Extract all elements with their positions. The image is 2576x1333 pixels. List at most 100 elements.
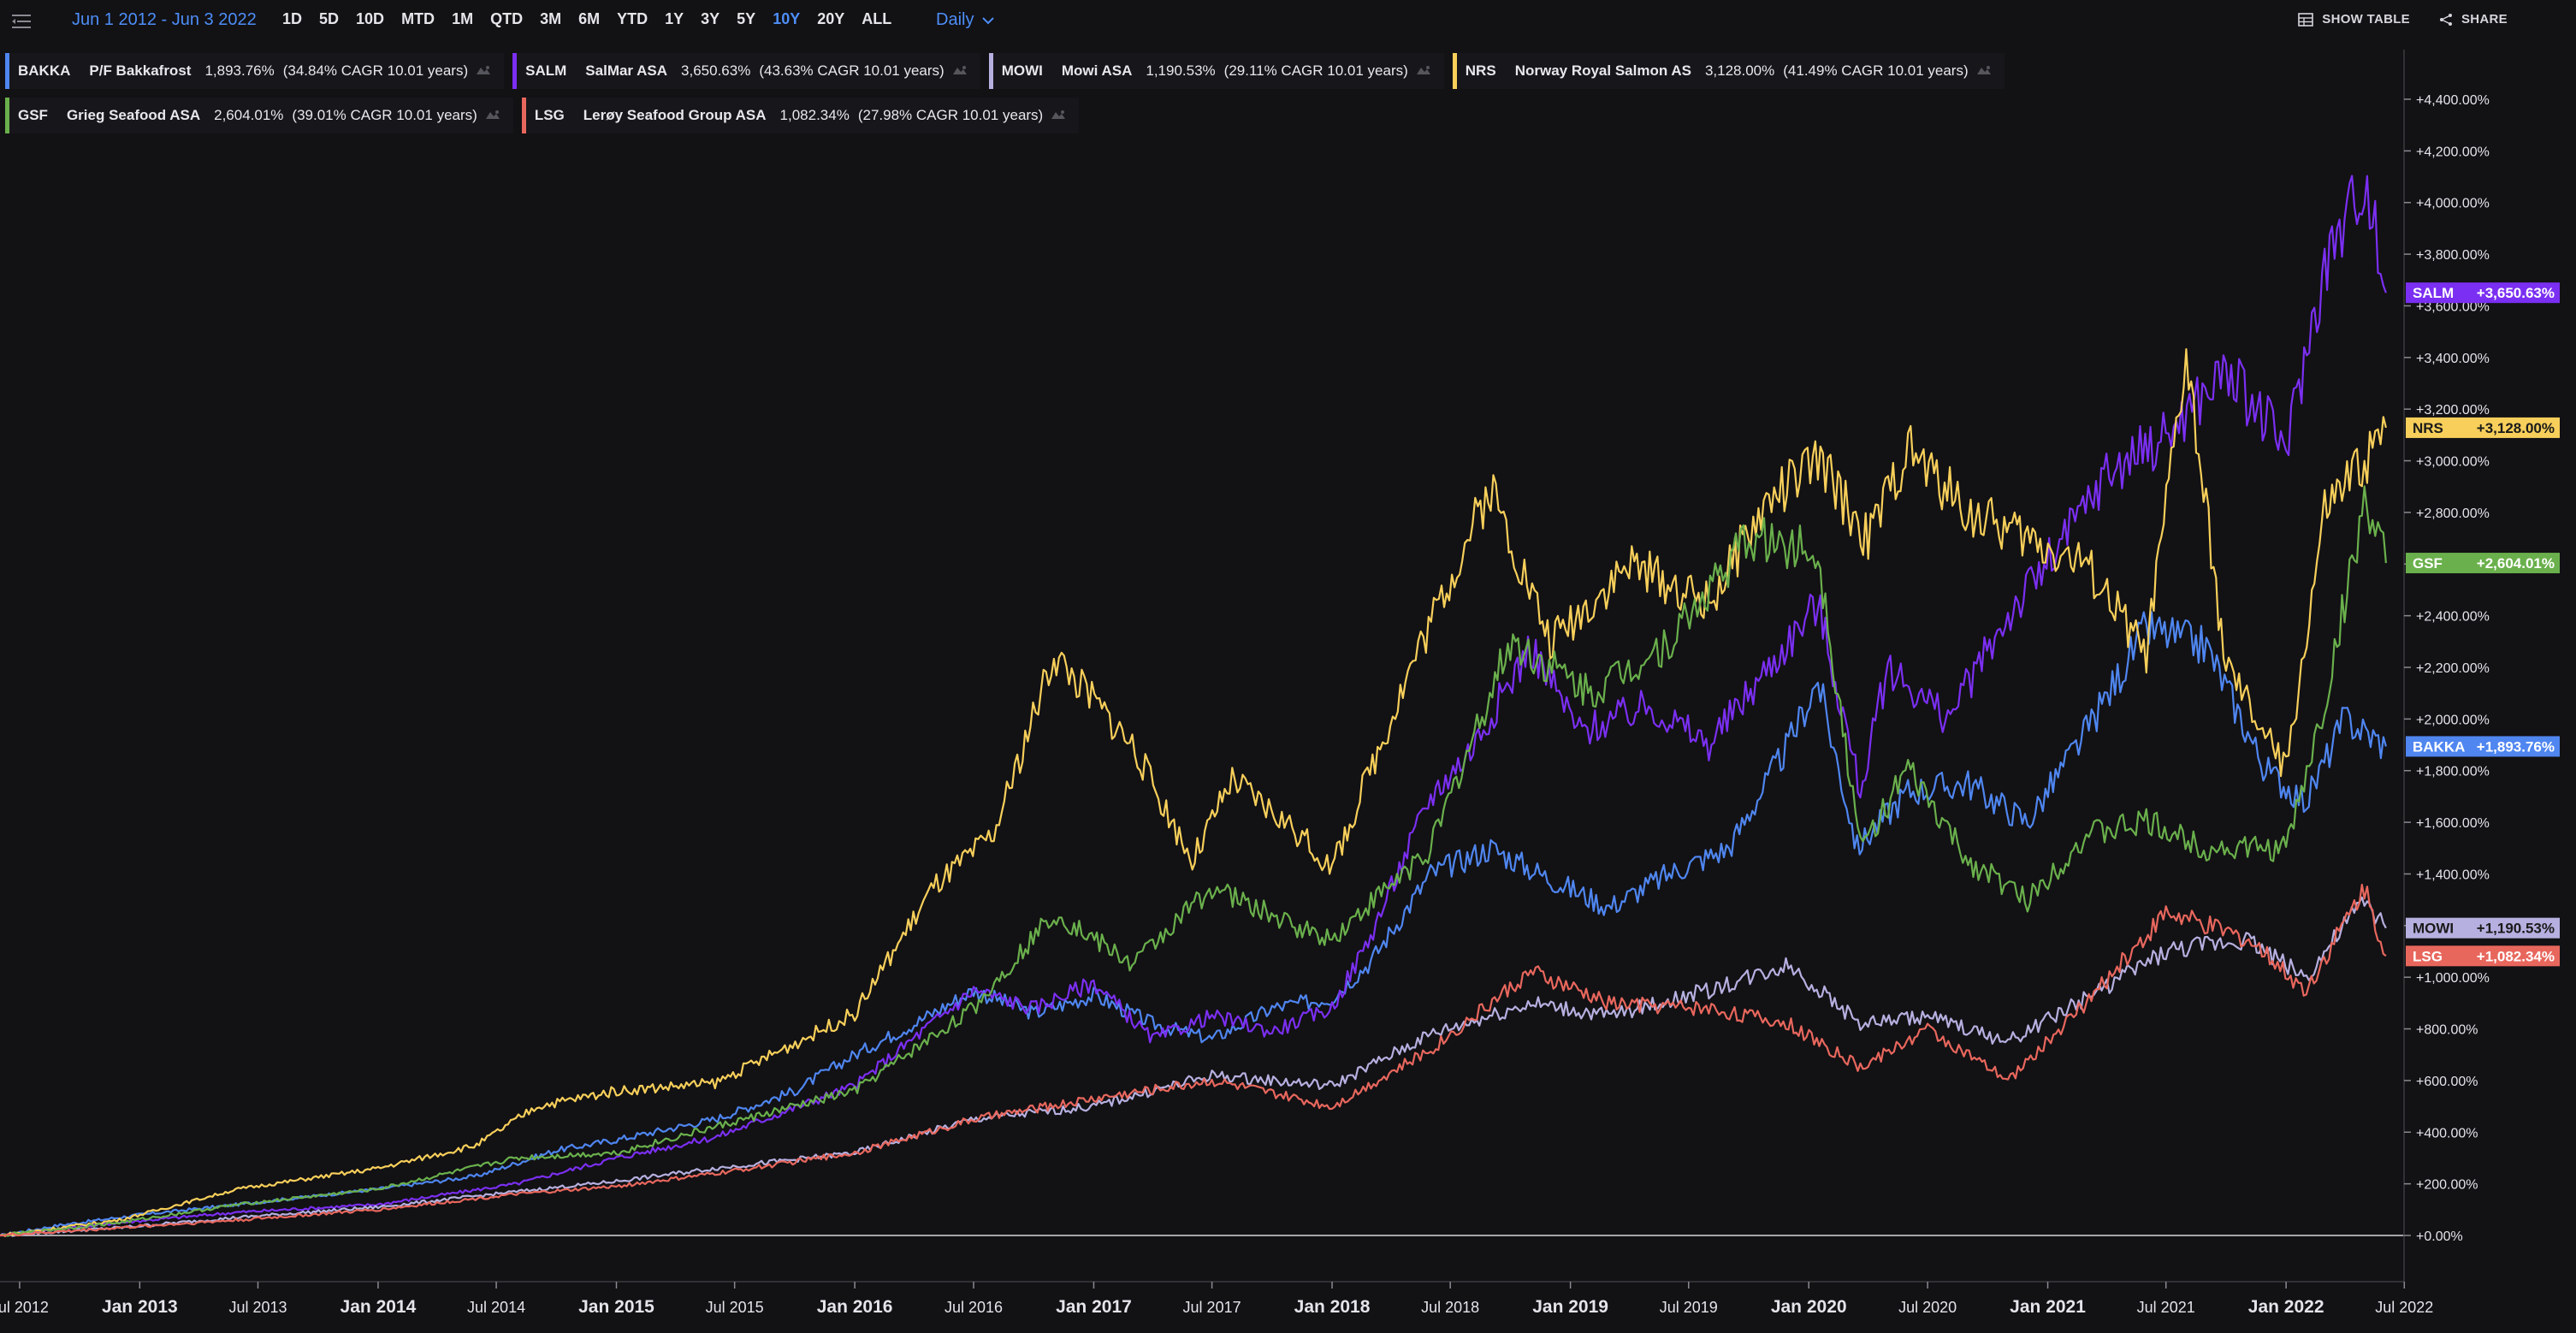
series-line-bakka (0, 611, 2387, 1237)
legend-symbol: GSF (18, 107, 48, 123)
y-tick-label: +1,000.00% (2416, 971, 2490, 986)
y-tick-label: +4,200.00% (2416, 145, 2490, 159)
share-icon (2439, 13, 2452, 26)
x-tick-label: Jul 2020 (1898, 1299, 1957, 1316)
interval-dropdown[interactable]: Daily (936, 10, 995, 30)
y-tick-label: +2,200.00% (2416, 661, 2490, 676)
y-tick-label: +0.00% (2416, 1229, 2463, 1244)
range-1d[interactable]: 1D (282, 10, 303, 27)
last-value-label-salm: SALM +3,650.63% (2406, 282, 2560, 304)
y-tick-label: +2,800.00% (2416, 507, 2490, 521)
last-value-label-mowi: MOWI +1,190.53% (2406, 917, 2560, 939)
y-tick-label: +200.00% (2416, 1178, 2478, 1193)
legend-row: GSF Grieg Seafood ASA 2,604.01% (39.01% CAG… (5, 98, 2392, 133)
range-3y[interactable]: 3Y (701, 10, 720, 27)
last-value-badge (2406, 736, 2560, 757)
range-ytd[interactable]: YTD (617, 10, 648, 27)
x-tick-label: Jul 2019 (1660, 1299, 1718, 1316)
legend-item-gsf[interactable]: GSF Grieg Seafood ASA 2,604.01% (39.01% CAG… (5, 98, 513, 133)
series-line-gsf (0, 485, 2387, 1237)
last-value-badge (2406, 945, 2560, 967)
range-1m[interactable]: 1M (452, 10, 474, 27)
range-10d[interactable]: 10D (356, 10, 385, 27)
y-tick-label: +2,000.00% (2416, 713, 2490, 727)
x-tick-label: Jul 2018 (1421, 1299, 1479, 1316)
range-20y[interactable]: 20Y (817, 10, 845, 27)
range-mtd[interactable]: MTD (401, 10, 435, 27)
legend-cagr: (27.98% CAGR 10.01 years) (857, 107, 1044, 123)
y-tick-label: +800.00% (2416, 1023, 2478, 1038)
last-value-label-lsg: LSG +1,082.34% (2406, 945, 2560, 967)
sidebar-toggle-icon[interactable] (9, 9, 34, 34)
last-value-symbol: BAKKA (2413, 738, 2465, 755)
last-value-symbol: MOWI (2413, 921, 2454, 937)
chevron-down-icon (982, 16, 995, 24)
legend-item-bakka[interactable]: BAKKA P/F Bakkafrost 1,893.76% (34.84% CAGR… (5, 53, 505, 89)
series-settings-icon[interactable] (1975, 64, 1993, 78)
legend-item-mowi[interactable]: MOWI Mowi ASA 1,190.53% (29.11% CAGR 10.01 … (988, 53, 1444, 89)
range-6m[interactable]: 6M (578, 10, 601, 27)
range-all[interactable]: ALL (862, 10, 892, 27)
x-tick-label: Jan 2016 (817, 1297, 893, 1317)
series-settings-icon[interactable] (1050, 109, 1067, 122)
legend-pct: 3,128.00% (1704, 62, 1775, 79)
range-1y[interactable]: 1Y (665, 10, 684, 27)
x-tick-label: Jan 2022 (2248, 1297, 2324, 1317)
series-settings-icon[interactable] (1415, 64, 1432, 78)
series-line-nrs (0, 348, 2387, 1237)
legend-pct: 1,082.34% (779, 107, 850, 123)
legend-item-salm[interactable]: SALM SalMar ASA 3,650.63% (43.63% CAGR 10.0… (512, 53, 980, 89)
range-5y[interactable]: 5Y (737, 10, 756, 27)
last-value-label-bakka: BAKKA +1,893.76% (2406, 736, 2560, 757)
range-qtd[interactable]: QTD (490, 10, 524, 27)
legend-pct: 2,604.01% (214, 107, 284, 123)
last-value-text: +1,190.53% (2477, 921, 2555, 937)
legend-name: Lerøy Seafood Group ASA (583, 107, 767, 123)
x-tick-label: Jul 2014 (467, 1299, 525, 1316)
series-settings-icon[interactable] (951, 64, 968, 78)
x-tick-label: Jul 2012 (0, 1299, 49, 1316)
y-tick-label: +3,600.00% (2416, 299, 2490, 314)
legend-name: Norway Royal Salmon AS (1514, 62, 1691, 79)
x-tick-label: Jul 2017 (1183, 1299, 1241, 1316)
range-10y[interactable]: 10Y (773, 10, 801, 27)
date-range-picker[interactable]: Jun 1 2012 - Jun 3 2022 (72, 10, 257, 29)
last-value-text: +1,082.34% (2477, 948, 2555, 964)
last-value-badge (2406, 282, 2560, 304)
toolbar-actions: SHOW TABLE SHARE (2298, 12, 2508, 27)
series-line-salm (0, 175, 2387, 1237)
last-value-symbol: LSG (2413, 948, 2443, 964)
legend-pct: 3,650.63% (681, 62, 751, 79)
x-tick-label: Jan 2020 (1771, 1297, 1847, 1317)
x-tick-label: Jul 2016 (945, 1299, 1003, 1316)
legend-cagr: (39.01% CAGR 10.01 years) (292, 107, 477, 123)
legend-symbol: BAKKA (18, 62, 71, 79)
series-settings-icon[interactable] (484, 109, 501, 122)
show-table-button[interactable]: SHOW TABLE (2298, 12, 2410, 27)
series-settings-icon[interactable] (475, 64, 492, 78)
legend-item-lsg[interactable]: LSG Lerøy Seafood Group ASA 1,082.34% (27.9… (521, 98, 1080, 133)
last-value-label-nrs: NRS +3,128.00% (2406, 417, 2560, 438)
legend-row: BAKKA P/F Bakkafrost 1,893.76% (34.84% CAGR… (5, 53, 2392, 89)
x-tick-label: Jan 2015 (578, 1297, 654, 1317)
range-3m[interactable]: 3M (540, 10, 562, 27)
legend-pct: 1,190.53% (1146, 62, 1216, 79)
share-label: SHARE (2461, 12, 2508, 27)
x-tick-label: Jan 2017 (1056, 1297, 1132, 1317)
y-tick-label: +600.00% (2416, 1075, 2478, 1089)
x-tick-label: Jan 2014 (341, 1297, 417, 1317)
last-value-text: +2,604.01% (2477, 555, 2555, 572)
x-tick-label: Jul 2015 (706, 1299, 764, 1316)
range-5d[interactable]: 5D (319, 10, 340, 27)
y-tick-label: +2,400.00% (2416, 610, 2490, 625)
interval-label: Daily (936, 10, 974, 29)
legend-symbol: NRS (1465, 62, 1496, 79)
x-tick-label: Jul 2013 (228, 1299, 287, 1316)
y-tick-label: +1,400.00% (2416, 868, 2490, 882)
x-tick-label: Jul 2021 (2137, 1299, 2195, 1316)
share-button[interactable]: SHARE (2439, 12, 2508, 27)
legend-cagr: (29.11% CAGR 10.01 years) (1223, 62, 1408, 79)
x-tick-label: Jul 2022 (2375, 1299, 2433, 1316)
legend-pct: 1,893.76% (204, 62, 275, 79)
legend-item-nrs[interactable]: NRS Norway Royal Salmon AS 3,128.00% (41.49… (1452, 53, 2005, 89)
